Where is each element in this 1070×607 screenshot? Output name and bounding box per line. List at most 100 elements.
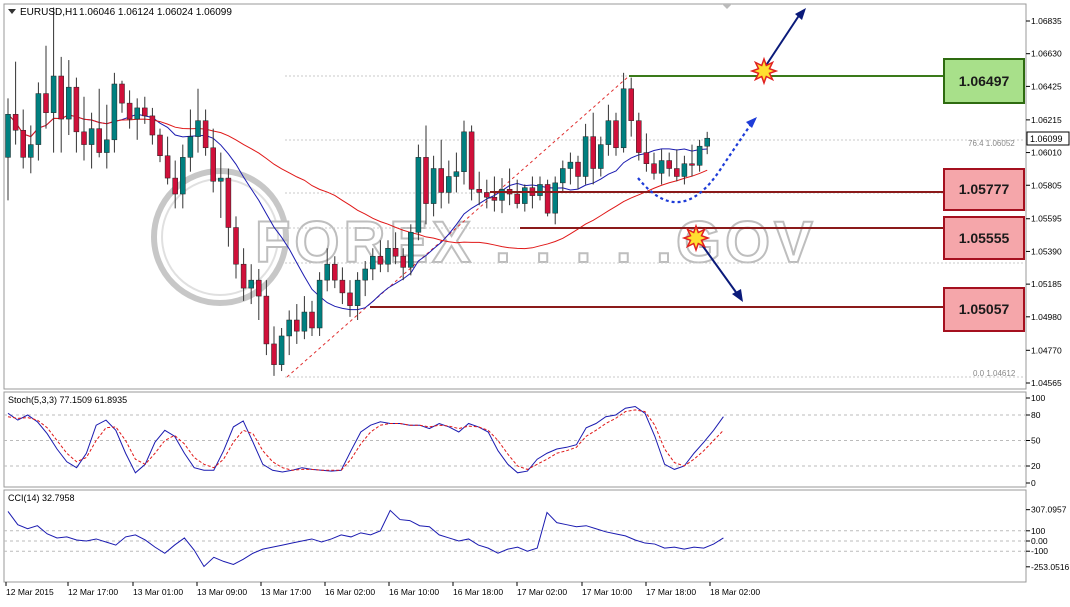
- candle-body: [408, 232, 414, 268]
- candle-body: [164, 155, 171, 179]
- candle-body: [453, 171, 460, 177]
- stoch-signal-line: [7, 409, 724, 471]
- time-axis-label: 16 Mar 18:00: [453, 587, 503, 597]
- candle-body: [681, 163, 688, 177]
- candle-body: [324, 263, 330, 281]
- cci-title: CCI(14) 32.7958: [8, 493, 75, 503]
- price-tick-label: 1.06010: [1031, 148, 1062, 158]
- candle-body: [552, 182, 558, 214]
- cci-axis-label: -100: [1031, 546, 1048, 556]
- price-tick-label: 1.06835: [1031, 16, 1062, 26]
- breakdown-burst-icon: [681, 223, 711, 253]
- candle-body: [233, 227, 239, 265]
- fibonacci-retracement[interactable]: [285, 75, 1026, 378]
- candle-body: [88, 128, 95, 145]
- candle-body: [484, 192, 490, 198]
- price-tick-label: 1.04565: [1031, 378, 1062, 388]
- candle-body: [392, 247, 399, 257]
- level-label-2: 1.05777: [959, 181, 1010, 197]
- candle-body: [354, 279, 361, 306]
- candle-body: [575, 161, 581, 177]
- candle-body: [605, 120, 612, 145]
- cci-line: [7, 509, 724, 568]
- stoch-main-line: [7, 405, 724, 474]
- candle-body: [362, 268, 368, 281]
- time-axis-label: 12 Mar 17:00: [68, 587, 118, 597]
- candle-body: [309, 311, 315, 329]
- moving-average-slow: [7, 113, 708, 250]
- candle-body: [263, 295, 270, 345]
- candle-body: [491, 196, 498, 201]
- candle-body: [218, 177, 224, 182]
- cci-axis-label: 307.0957: [1031, 505, 1067, 515]
- candle-body: [438, 168, 444, 193]
- price-tick-label: 1.05805: [1031, 180, 1062, 190]
- candle-body: [704, 137, 710, 147]
- level-box-3[interactable]: 1.05555: [943, 216, 1025, 260]
- candle-body: [119, 83, 125, 104]
- stoch-axis-label: 80: [1031, 410, 1041, 420]
- candle-body: [111, 83, 118, 141]
- candle-body: [180, 157, 186, 195]
- stoch-title: Stoch(5,3,3) 77.1509 61.8935: [8, 395, 127, 405]
- cci-axis-label: 0.00: [1031, 536, 1048, 546]
- stoch-axis-label: 50: [1031, 436, 1041, 446]
- down-arrow-head-icon: [732, 289, 743, 302]
- candle-body: [157, 134, 163, 157]
- candle-body: [271, 343, 277, 365]
- stoch-axis-label: 20: [1031, 461, 1041, 471]
- candle-body: [301, 311, 308, 332]
- fib-trend-line[interactable]: [286, 75, 630, 378]
- candle-body: [522, 187, 528, 204]
- candle-body: [256, 279, 262, 297]
- candle-body: [12, 114, 19, 131]
- level-box-1[interactable]: 1.06497: [943, 58, 1025, 104]
- candle-body: [58, 75, 64, 120]
- candle-body: [240, 263, 247, 289]
- up-arrow-head-icon: [795, 8, 806, 20]
- candle-body: [20, 129, 26, 158]
- candle-body: [476, 188, 482, 193]
- time-axis-label: 17 Mar 02:00: [517, 587, 567, 597]
- candle-body: [628, 88, 634, 121]
- candle-body: [461, 131, 467, 172]
- candle-body: [104, 139, 110, 153]
- candle-body: [590, 136, 596, 169]
- time-axis: 12 Mar 2015 12 Mar 17:00 13 Mar 01:00 13 Ma…: [5, 582, 760, 597]
- candle-body: [385, 247, 391, 265]
- level-box-4[interactable]: 1.05057: [943, 287, 1025, 332]
- chart-menu-triangle-icon[interactable]: [8, 9, 16, 14]
- current-price-tag: 1.06099: [1026, 131, 1070, 146]
- stoch-axis-label: 100: [1031, 393, 1045, 403]
- fib-bottom-label: 0.0 1.04612: [973, 369, 1016, 378]
- price-tick-label: 1.05185: [1031, 279, 1062, 289]
- candle-body: [544, 184, 551, 214]
- candle-body: [126, 102, 133, 120]
- candle-body: [195, 120, 201, 137]
- candle-body: [468, 131, 475, 190]
- down-arrow-line: [696, 237, 739, 296]
- candle-body: [598, 144, 604, 169]
- candle-body: [582, 136, 589, 177]
- level-lines[interactable]: [370, 75, 944, 308]
- stochastic-indicator: 100 80 50 20 0: [4, 393, 1045, 488]
- candle-body: [430, 168, 437, 204]
- candle-body: [332, 263, 338, 281]
- time-axis-label: 18 Mar 02:00: [710, 587, 760, 597]
- candle-body: [248, 279, 254, 289]
- candle-body: [149, 115, 156, 136]
- stoch-axis-label: 0: [1031, 478, 1036, 488]
- level-box-2[interactable]: 1.05777: [943, 168, 1025, 211]
- price-tick-label: 1.05595: [1031, 214, 1062, 224]
- price-tick-label: 1.06630: [1031, 49, 1062, 59]
- candle-body: [446, 176, 452, 193]
- candle-body: [636, 120, 642, 153]
- fib-top-label: 76.4 1.06052: [968, 139, 1015, 148]
- time-axis-label: 13 Mar 01:00: [133, 587, 183, 597]
- candle-body: [339, 279, 346, 294]
- candle-body: [96, 128, 102, 153]
- chart-shift-marker-icon[interactable]: [722, 4, 732, 9]
- candle-body: [370, 255, 376, 270]
